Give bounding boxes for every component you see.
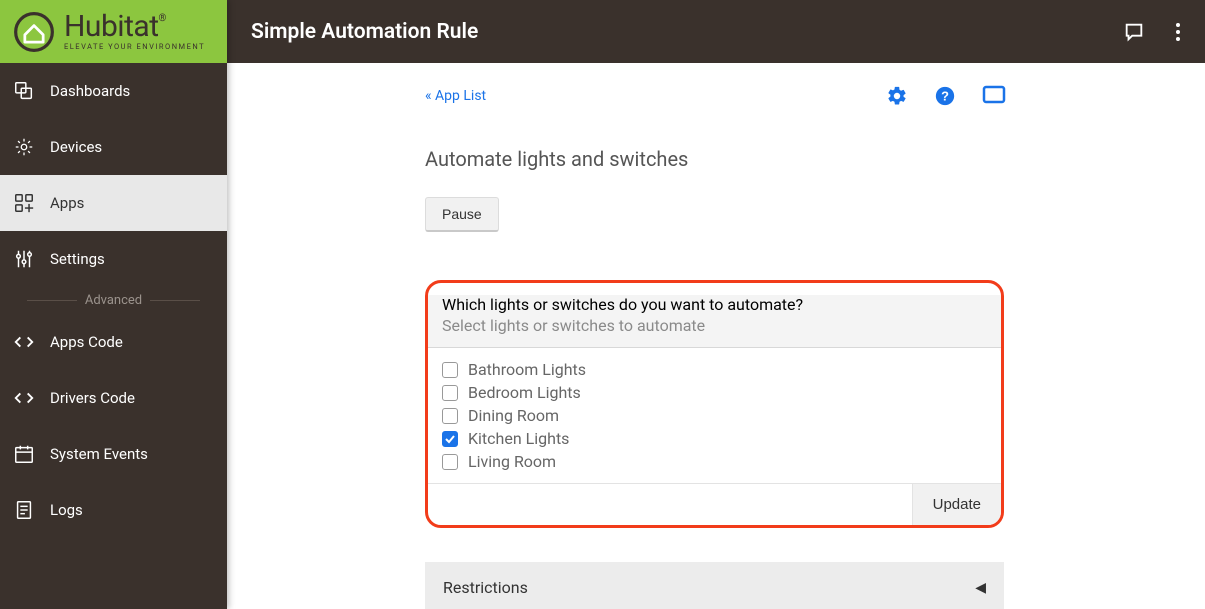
sidebar-item-devices[interactable]: Devices bbox=[0, 119, 227, 175]
topbar: Simple Automation Rule bbox=[227, 0, 1205, 63]
sidebar-item-label: Settings bbox=[50, 250, 105, 268]
option-row[interactable]: Dining Room bbox=[442, 404, 987, 427]
sidebar-item-dashboards[interactable]: Dashboards bbox=[0, 63, 227, 119]
option-label: Kitchen Lights bbox=[468, 429, 569, 448]
option-row[interactable]: Bedroom Lights bbox=[442, 381, 987, 404]
page-title: Simple Automation Rule bbox=[251, 20, 478, 44]
sidebar-item-label: Logs bbox=[50, 501, 83, 519]
sidebar-item-label: System Events bbox=[50, 445, 148, 463]
logs-icon bbox=[12, 498, 36, 522]
apps-icon bbox=[12, 191, 36, 215]
sidebar-item-apps[interactable]: Apps bbox=[0, 175, 227, 231]
sidebar-item-drivers-code[interactable]: Drivers Code bbox=[0, 370, 227, 426]
code-icon bbox=[12, 386, 36, 410]
update-button[interactable]: Update bbox=[912, 484, 1001, 525]
panel-question: Which lights or switches do you want to … bbox=[442, 295, 987, 314]
option-row[interactable]: Kitchen Lights bbox=[442, 427, 987, 450]
sidebar-item-label: Apps Code bbox=[50, 333, 123, 351]
option-row[interactable]: Living Room bbox=[442, 450, 987, 473]
sidebar-item-logs[interactable]: Logs bbox=[0, 482, 227, 538]
checkbox[interactable] bbox=[442, 362, 458, 378]
checkbox[interactable] bbox=[442, 431, 458, 447]
sidebar-item-apps-code[interactable]: Apps Code bbox=[0, 314, 227, 370]
brand-mark-icon bbox=[10, 8, 58, 56]
dashboards-icon bbox=[12, 79, 36, 103]
sidebar-item-label: Apps bbox=[50, 194, 84, 212]
pause-button[interactable]: Pause bbox=[425, 197, 499, 232]
more-icon[interactable] bbox=[1167, 21, 1189, 43]
main-area: Simple Automation Rule bbox=[227, 0, 1205, 609]
sidebar-item-label: Devices bbox=[50, 138, 102, 156]
fullscreen-icon[interactable] bbox=[982, 85, 1004, 107]
checkbox[interactable] bbox=[442, 454, 458, 470]
help-icon[interactable]: ? bbox=[934, 85, 956, 107]
sidebar-item-settings[interactable]: Settings bbox=[0, 231, 227, 287]
calendar-icon bbox=[12, 442, 36, 466]
rule-card: « App List ? bbox=[407, 71, 1022, 609]
restrictions-label: Restrictions bbox=[443, 578, 528, 597]
options-list: Bathroom Lights Bedroom Lights Dining Ro… bbox=[428, 348, 1001, 475]
option-label: Living Room bbox=[468, 452, 556, 471]
primary-nav: Dashboards Devices bbox=[0, 63, 227, 538]
gear-icon[interactable] bbox=[886, 85, 908, 107]
collapse-icon: ◀ bbox=[975, 580, 986, 596]
option-label: Bedroom Lights bbox=[468, 383, 581, 402]
sidebar-divider-advanced: Advanced bbox=[0, 287, 227, 314]
sidebar-item-system-events[interactable]: System Events bbox=[0, 426, 227, 482]
sidebar-item-label: Drivers Code bbox=[50, 389, 135, 407]
panel-subtext: Select lights or switches to automate bbox=[442, 316, 987, 335]
restrictions-section[interactable]: Restrictions ◀ bbox=[425, 562, 1004, 609]
option-label: Bathroom Lights bbox=[468, 360, 586, 379]
devices-icon bbox=[12, 135, 36, 159]
svg-text:?: ? bbox=[941, 89, 949, 104]
option-row[interactable]: Bathroom Lights bbox=[442, 358, 987, 381]
sidebar-item-label: Dashboards bbox=[50, 82, 130, 100]
option-label: Dining Room bbox=[468, 406, 559, 425]
checkbox[interactable] bbox=[442, 408, 458, 424]
section-title: Automate lights and switches bbox=[425, 147, 1004, 171]
app-list-link[interactable]: « App List bbox=[425, 88, 486, 104]
brand-logo[interactable]: Hubitat® ELEVATE YOUR ENVIRONMENT bbox=[0, 0, 227, 63]
settings-icon bbox=[12, 247, 36, 271]
code-icon bbox=[12, 330, 36, 354]
device-selection-panel: Which lights or switches do you want to … bbox=[425, 280, 1004, 528]
checkbox[interactable] bbox=[442, 385, 458, 401]
panel-header: Which lights or switches do you want to … bbox=[428, 295, 1001, 348]
brand-wordmark: Hubitat® bbox=[64, 12, 205, 42]
messages-icon[interactable] bbox=[1123, 21, 1145, 43]
sidebar: Hubitat® ELEVATE YOUR ENVIRONMENT Dashbo… bbox=[0, 0, 227, 609]
